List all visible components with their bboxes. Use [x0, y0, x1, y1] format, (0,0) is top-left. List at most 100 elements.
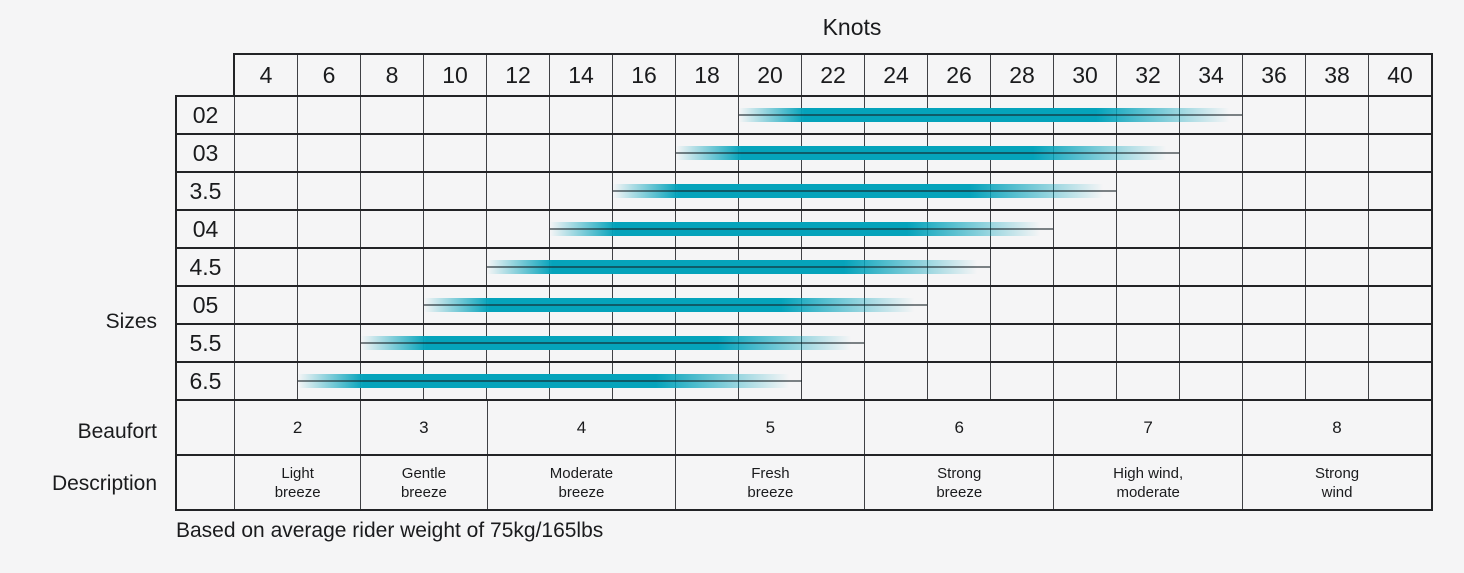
knots-tick-label: 28: [991, 55, 1054, 95]
knots-tick-label: 22: [802, 55, 865, 95]
knots-tick-label: 30: [1054, 55, 1117, 95]
grid-cell: [865, 211, 928, 247]
grid-cell: [235, 135, 298, 171]
size-row: 04: [177, 211, 1431, 249]
grid-cell: [361, 97, 424, 133]
size-label: 4.5: [177, 249, 235, 285]
beaufort-value: 8: [1332, 417, 1342, 437]
size-row: 5.5: [177, 325, 1431, 363]
grid-cell: [487, 287, 550, 323]
grid-cell: [991, 287, 1054, 323]
beaufort-description: Fresh breeze: [676, 456, 866, 509]
grid-cell: [1180, 173, 1243, 209]
rider-weight-footnote: Based on average rider weight of 75kg/16…: [176, 519, 604, 542]
beaufort-value: 5: [676, 401, 866, 454]
size-label: 04: [177, 211, 235, 247]
grid-cell: [235, 97, 298, 133]
grid-cell: [1054, 325, 1117, 361]
size-label: 05: [177, 287, 235, 323]
sizes-axis-label: Sizes: [105, 310, 157, 333]
beaufort-description: Strong breeze: [865, 456, 1055, 509]
grid-cell: [928, 325, 991, 361]
grid-cell: [802, 135, 865, 171]
grid-cell: [613, 249, 676, 285]
grid-cell: [1180, 249, 1243, 285]
grid-cell: [676, 363, 739, 399]
grid-cell: [487, 135, 550, 171]
knots-tick-label: 32: [1117, 55, 1180, 95]
grid-cell: [487, 211, 550, 247]
grid-cell: [1243, 325, 1306, 361]
grid-cell: [1306, 211, 1369, 247]
grid-cell: [298, 211, 361, 247]
grid-cell: [865, 363, 928, 399]
grid-cell: [1117, 135, 1180, 171]
grid-cell: [991, 249, 1054, 285]
beaufort-value: 7: [1054, 401, 1244, 454]
grid-cell: [1369, 249, 1431, 285]
beaufort-spacer-cell: [177, 401, 235, 454]
grid-cell: [1369, 211, 1431, 247]
size-label: 02: [177, 97, 235, 133]
grid-cell: [739, 363, 802, 399]
grid-cell: [991, 97, 1054, 133]
grid-cell: [487, 249, 550, 285]
grid-cell: [1180, 135, 1243, 171]
grid-cell: [991, 363, 1054, 399]
grid-cell: [676, 97, 739, 133]
beaufort-description: Gentle breeze: [361, 456, 488, 509]
grid-cell: [865, 135, 928, 171]
size-row: 02: [177, 97, 1431, 135]
grid-cell: [676, 135, 739, 171]
grid-cell: [1369, 135, 1431, 171]
grid-cell: [1117, 173, 1180, 209]
grid-cell: [361, 211, 424, 247]
grid-cell: [1306, 97, 1369, 133]
grid-cell: [298, 173, 361, 209]
grid-cell: [1117, 97, 1180, 133]
size-row: 4.5: [177, 249, 1431, 287]
grid-cell: [865, 173, 928, 209]
grid-cell: [1054, 173, 1117, 209]
grid-cell: [739, 211, 802, 247]
grid-cell: [928, 249, 991, 285]
grid-cell: [298, 325, 361, 361]
knots-tick-label: 16: [613, 55, 676, 95]
size-row: 05: [177, 287, 1431, 325]
grid-cell: [676, 173, 739, 209]
grid-cell: [928, 97, 991, 133]
grid-cell: [235, 249, 298, 285]
knots-tick-header: 4 6 8 10 12 14 16 18 20 22 24 26 28 30 32 34 36 38 40: [233, 53, 1433, 95]
grid-cell: [1306, 363, 1369, 399]
grid-cell: [424, 135, 487, 171]
knots-tick-label: 14: [550, 55, 613, 95]
grid-cell: [424, 211, 487, 247]
knots-tick-label: 4: [235, 55, 298, 95]
grid-cell: [676, 287, 739, 323]
grid-cell: [550, 173, 613, 209]
grid-cell: [613, 363, 676, 399]
description-spacer-cell: [177, 456, 235, 509]
size-label: 3.5: [177, 173, 235, 209]
grid-cell: [1117, 249, 1180, 285]
size-row: 3.5: [177, 173, 1431, 211]
knots-tick-label: 38: [1306, 55, 1369, 95]
grid-cell: [298, 135, 361, 171]
grid-cell: [802, 325, 865, 361]
size-label: 5.5: [177, 325, 235, 361]
knots-tick-label: 10: [424, 55, 487, 95]
beaufort-description: Strong wind: [1314, 464, 1360, 501]
grid-cell: [1369, 173, 1431, 209]
grid-cell: [1369, 97, 1431, 133]
beaufort-description: High wind, moderate: [1054, 456, 1244, 509]
grid-cell: [928, 363, 991, 399]
description-row: Light breeze Gentle breeze Moderate breeze…: [175, 456, 1433, 511]
grid-cell: [235, 173, 298, 209]
grid-cell: [613, 173, 676, 209]
grid-cell: [1054, 135, 1117, 171]
grid-cell: [1243, 173, 1306, 209]
grid-cell: [361, 249, 424, 285]
grid-cell: [1306, 325, 1369, 361]
